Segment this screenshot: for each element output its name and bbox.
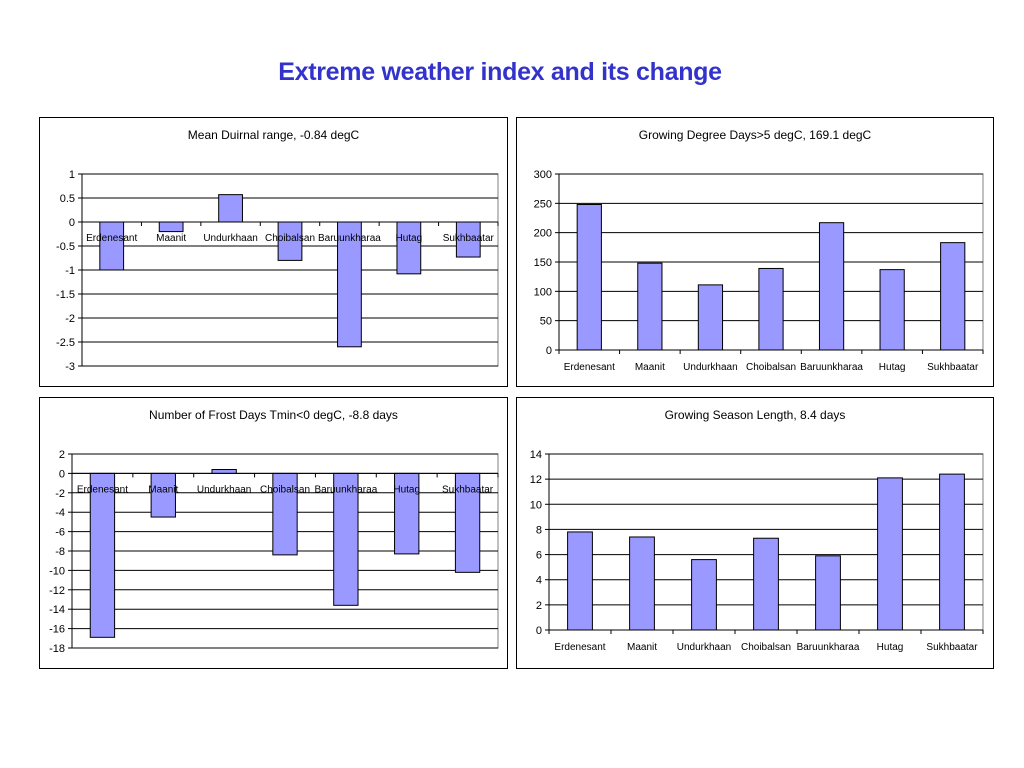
y-tick-label: 6 [536, 550, 542, 562]
x-tick-label: Hutag [879, 362, 906, 373]
y-tick-label: 0 [59, 468, 65, 480]
x-tick-label: Maanit [635, 362, 665, 373]
chart-svg: Number of Frost Days Tmin<0 degC, -8.8 d… [49, 408, 499, 655]
bar-erdenesant [99, 221, 125, 271]
x-tick-label: Erdenesant [564, 362, 615, 373]
x-tick-label: Sukhbaatar [443, 233, 495, 244]
x-tick-label: Sukhbaatar [442, 484, 494, 495]
chart-title: Number of Frost Days Tmin<0 degC, -8.8 d… [149, 408, 398, 422]
chart-panel-frost-days: Number of Frost Days Tmin<0 degC, -8.8 d… [39, 397, 508, 669]
bar-erdenesant [89, 472, 116, 638]
bar-erdenesant [576, 204, 602, 351]
x-tick-label: Choibalsan [265, 233, 315, 244]
chart-svg: Growing Season Length, 8.4 days 14 12 10 8 6 4… [530, 408, 984, 653]
bar-maanit [637, 262, 663, 351]
y-tick-label: 12 [530, 474, 542, 486]
y-tick-label: 10 [530, 499, 542, 511]
y-tick-label: 0 [69, 217, 75, 229]
y-tick-label: -0.5 [56, 241, 75, 253]
bar-erdenesant [567, 531, 593, 631]
x-tick-label: Sukhbaatar [927, 362, 979, 373]
bar-hutag [877, 477, 903, 631]
y-tick-label: -2 [55, 488, 65, 500]
chart-title: Mean Duirnal range, -0.84 degC [188, 128, 360, 142]
y-tick-label: 250 [534, 198, 552, 210]
x-tick-label: Hutag [877, 642, 904, 653]
bar-undurkhaan [691, 559, 717, 631]
y-tick-label: 0.5 [60, 193, 75, 205]
x-tick-label: Erdenesant [86, 233, 137, 244]
x-tick-label: Maanit [148, 484, 178, 495]
y-tick-label: 0 [536, 625, 542, 637]
x-tick-label: Erdenesant [554, 642, 605, 653]
x-tick-label: Undurkhaan [203, 233, 257, 244]
bar-undurkhaan [697, 284, 724, 351]
y-tick-label: -14 [49, 604, 65, 616]
y-tick-label: -16 [49, 624, 65, 636]
chart-panel-growing-season-length: Growing Season Length, 8.4 days 14 12 10 8 6 4… [516, 397, 994, 669]
y-tick-label: -4 [55, 507, 65, 519]
y-tick-label: -1 [65, 265, 75, 277]
x-tick-label: Hutag [393, 484, 420, 495]
x-tick-label: Baruunkharaa [314, 484, 377, 495]
y-tick-label: -6 [55, 527, 65, 539]
y-tick-label: -3 [65, 361, 75, 373]
bar-maanit [158, 221, 184, 233]
x-tick-label: Undurkhaan [197, 484, 251, 495]
chart-panel-mean-diurnal-range: Mean Duirnal range, -0.84 degC 1 0.5 0 -0.5 -… [39, 117, 508, 387]
y-tick-label: 100 [534, 286, 552, 298]
y-tick-label: 200 [534, 228, 552, 240]
x-tick-label: Erdenesant [77, 484, 128, 495]
bar-choibalsan [753, 537, 779, 631]
x-tick-label: Maanit [156, 233, 186, 244]
y-tick-label: -18 [49, 643, 65, 655]
y-tick-label: 2 [536, 600, 542, 612]
x-tick-label: Undurkhaan [677, 642, 731, 653]
x-tick-label: Baruunkharaa [318, 233, 381, 244]
page-title: Extreme weather index and its change [278, 58, 722, 86]
y-tick-label: 4 [536, 575, 542, 587]
bar-undurkhaan [211, 469, 237, 474]
y-tick-label: 2 [59, 449, 65, 461]
y-tick-label: 14 [530, 449, 542, 461]
x-tick-label: Baruunkharaa [797, 642, 860, 653]
y-tick-label: -12 [49, 585, 65, 597]
y-tick-label: 1 [69, 169, 75, 181]
bar-baruunkharaa [815, 555, 841, 631]
bar-undurkhaan [218, 194, 243, 223]
y-tick-label: -2.5 [56, 337, 75, 349]
bar-sukhbaatar [940, 242, 966, 351]
bar-hutag [394, 472, 420, 555]
x-tick-label: Maanit [627, 642, 657, 653]
bar-sukhbaatar [454, 472, 481, 573]
y-tick-label: -10 [49, 565, 65, 577]
x-tick-label: Baruunkharaa [800, 362, 863, 373]
chart-svg: Growing Degree Days>5 degC, 169.1 degC 30… [534, 128, 984, 373]
bar-hutag [879, 269, 905, 351]
y-tick-label: -1.5 [56, 289, 75, 301]
chart-panel-growing-degree-days: Growing Degree Days>5 degC, 169.1 degC 30… [516, 117, 994, 387]
x-tick-label: Choibalsan [741, 642, 791, 653]
chart-svg: Mean Duirnal range, -0.84 degC 1 0.5 0 -0.5 -… [56, 128, 499, 373]
bar-hutag [396, 221, 422, 275]
y-tick-label: -2 [65, 313, 75, 325]
bar-maanit [629, 536, 655, 631]
bar-sukhbaatar [939, 473, 965, 631]
y-tick-label: 8 [536, 524, 542, 536]
y-tick-label: 150 [534, 257, 552, 269]
bar-baruunkharaa [818, 222, 845, 351]
x-tick-label: Choibalsan [260, 484, 310, 495]
chart-title: Growing Season Length, 8.4 days [665, 408, 846, 422]
x-tick-label: Sukhbaatar [926, 642, 978, 653]
y-tick-label: 50 [540, 316, 552, 328]
chart-title: Growing Degree Days>5 degC, 169.1 degC [639, 128, 872, 142]
x-tick-label: Choibalsan [746, 362, 796, 373]
x-tick-label: Hutag [396, 233, 423, 244]
y-tick-label: -8 [55, 546, 65, 558]
y-tick-label: 300 [534, 169, 552, 181]
bar-choibalsan [758, 267, 784, 351]
x-tick-label: Undurkhaan [683, 362, 737, 373]
y-tick-label: 0 [546, 345, 552, 357]
